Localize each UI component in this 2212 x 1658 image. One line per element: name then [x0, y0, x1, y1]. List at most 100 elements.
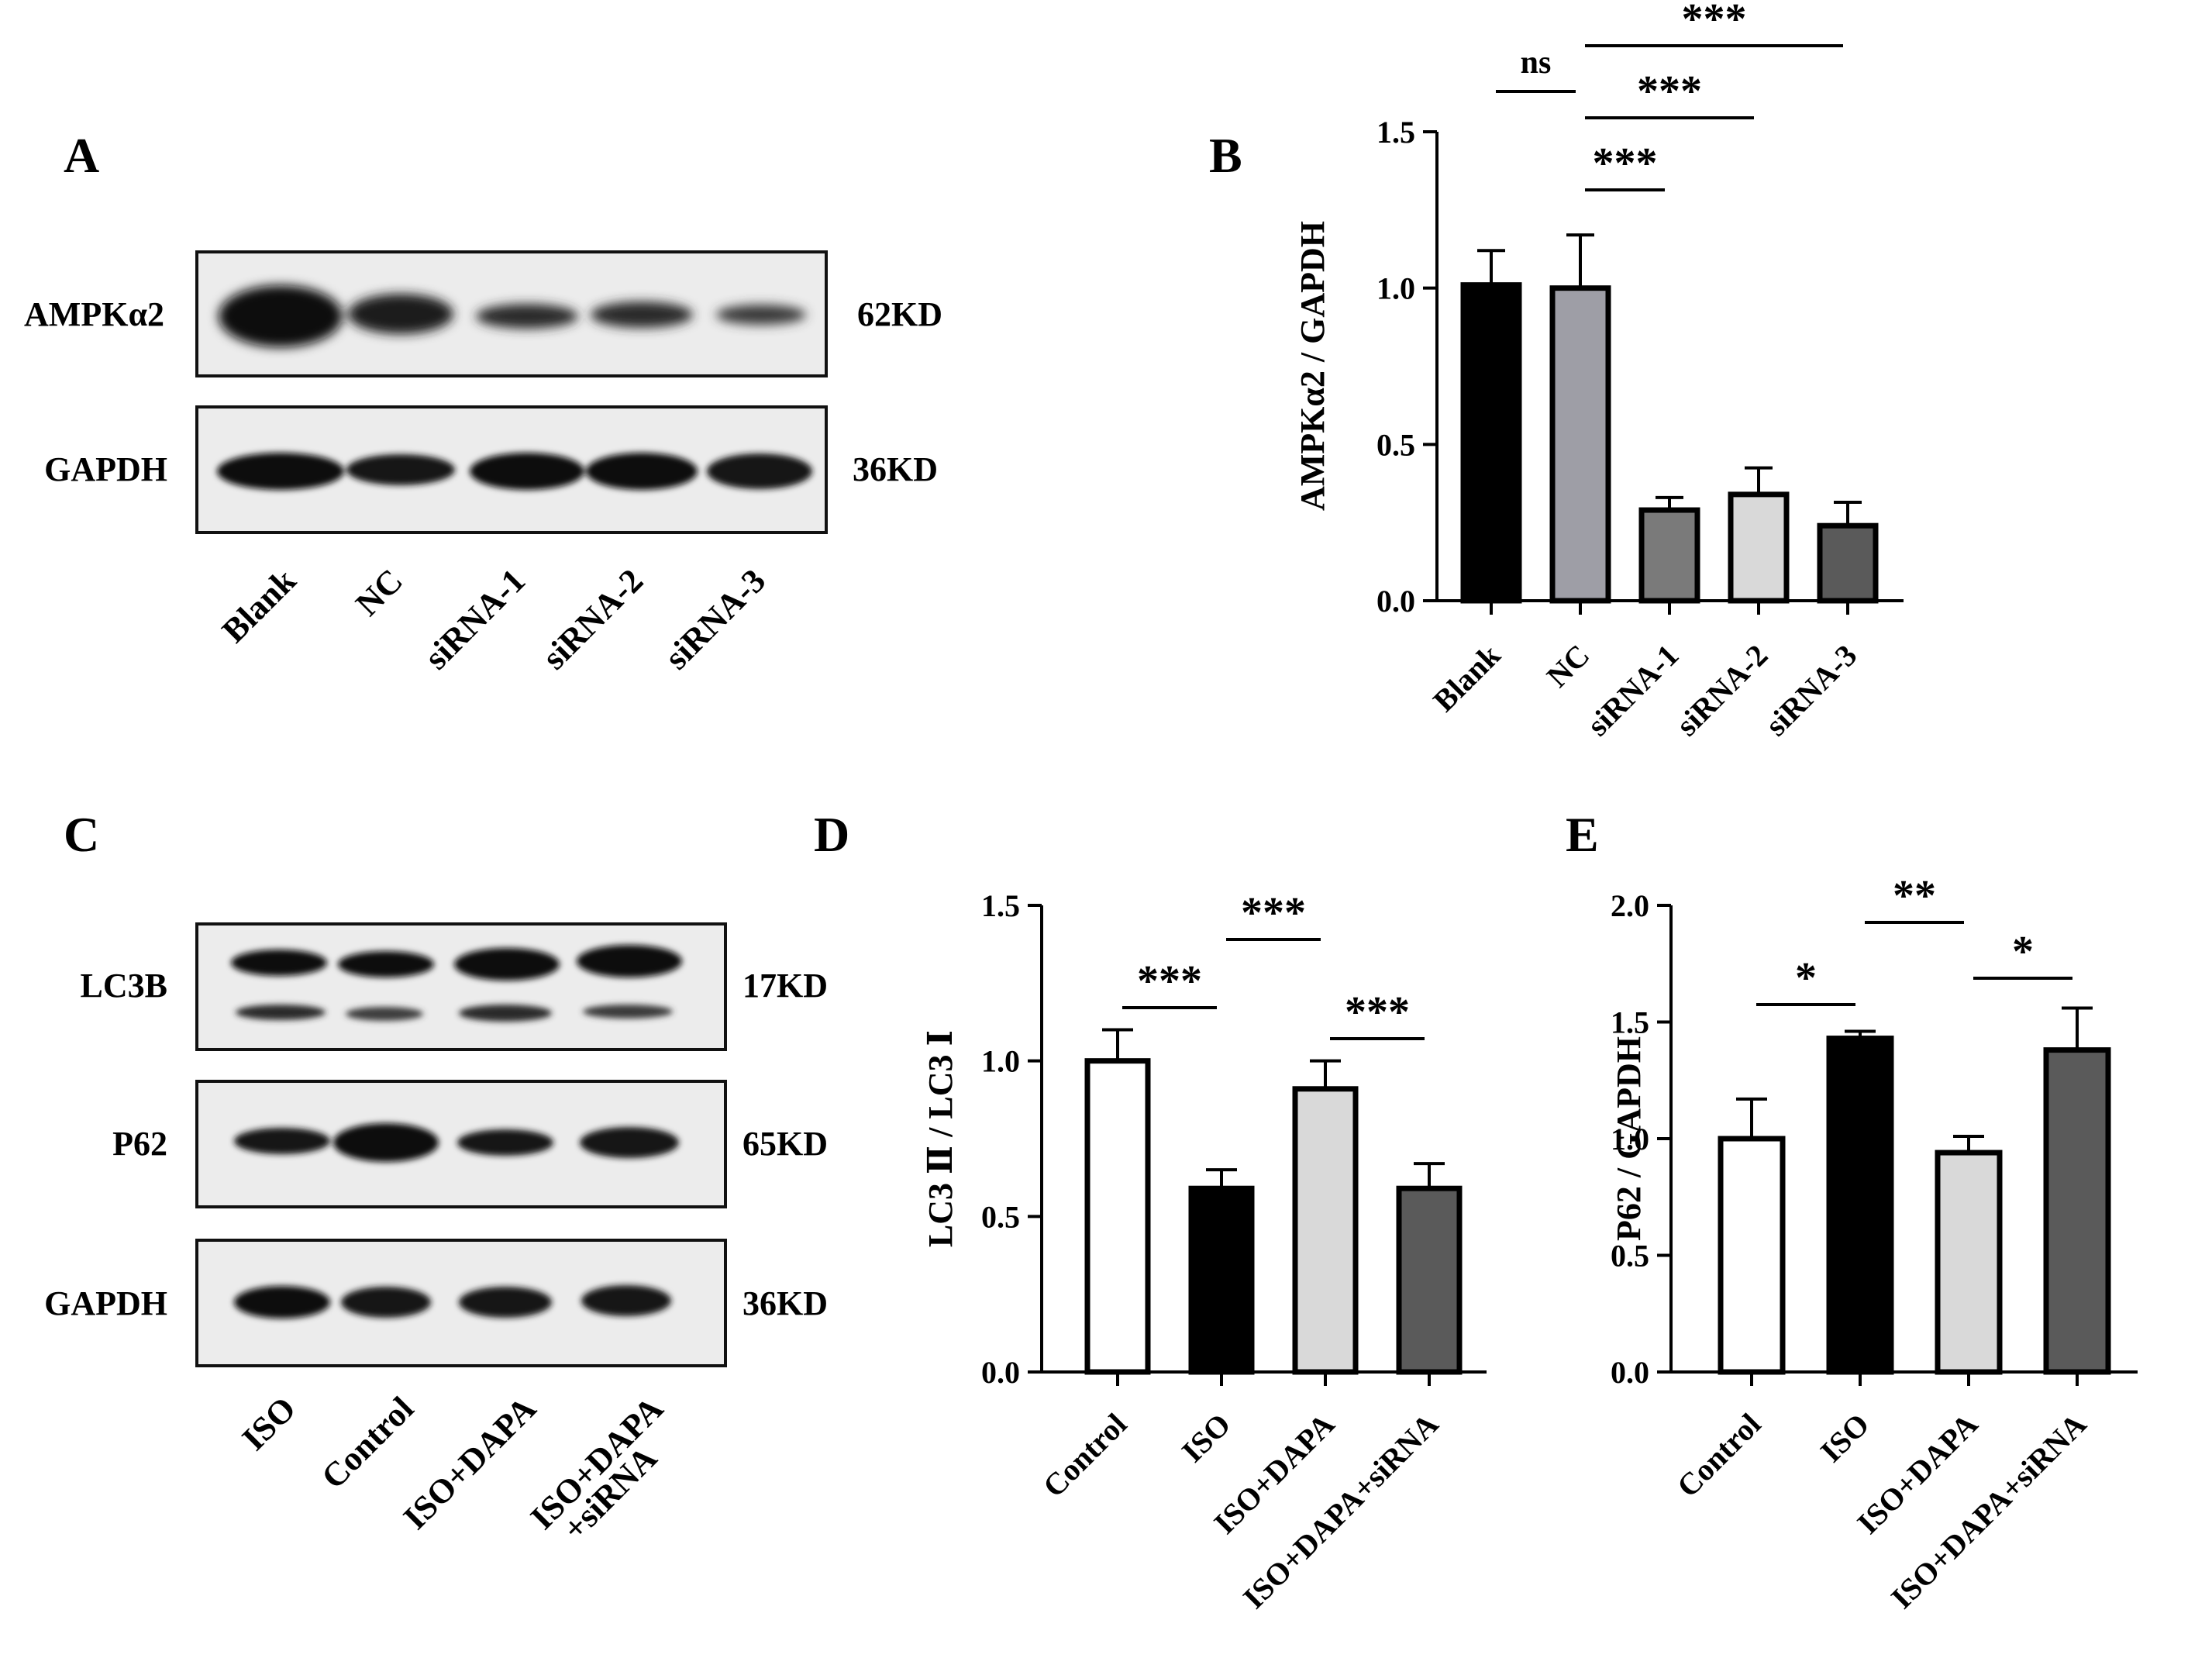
blot-c-band-lc3-ii — [459, 1005, 552, 1022]
bar — [2043, 1047, 2111, 1375]
y-tick-label: 2.0 — [1611, 888, 1649, 923]
blot-a-lane-label: siRNA-2 — [535, 561, 650, 677]
significance-label: ns — [1521, 45, 1552, 81]
significance-label: *** — [1137, 957, 1202, 1005]
blot-c-lane-label: ISO+DAPA — [396, 1389, 543, 1536]
blot-a-lane-label: siRNA-3 — [657, 561, 773, 677]
bar — [1188, 1185, 1255, 1375]
bar — [1718, 1136, 1786, 1375]
x-tick-label: ISO — [1175, 1407, 1238, 1470]
blot-a-membrane-gapdh — [195, 405, 828, 534]
blot-a-band-ampk-sirna3 — [716, 305, 806, 325]
panel-a: A AMPKα2 GAPDH 62KD 36KD — [24, 128, 942, 677]
significance-label: *** — [1345, 988, 1410, 1036]
blot-c-band-p62 — [234, 1128, 330, 1154]
y-tick-label: 0.0 — [981, 1355, 1020, 1390]
blot-c-band-gapdh — [581, 1285, 671, 1316]
blot-a-row-1-size: 62KD — [857, 295, 942, 333]
y-tick-label: 1.5 — [1376, 115, 1415, 150]
bar — [1728, 491, 1790, 604]
blot-a-membrane-ampk — [195, 250, 828, 377]
blot-c-band-lc3-i — [338, 951, 434, 977]
x-tick-label: Blank — [1426, 637, 1507, 719]
bar — [1817, 522, 1879, 604]
blot-a-row-1-label: AMPKα2 — [24, 295, 164, 333]
blot-c-lane-label: Control — [314, 1389, 421, 1496]
y-tick-label: 1.5 — [981, 888, 1020, 923]
blot-c-membrane-gapdh — [195, 1239, 727, 1367]
blot-c-row-2-label: P62 — [112, 1125, 167, 1163]
chart-d: D 0.0 0.5 1.0 1.5 LC3 Ⅱ / LC3 Ⅰ Control ISOISO… — [814, 807, 1487, 1615]
chart-e: E 0.0 0.5 1.0 1.5 2.0 P62 / GAPDH Control ISOIS… — [1566, 807, 2138, 1615]
bar — [1826, 1036, 1894, 1375]
blot-a-band-ampk-blank — [219, 285, 343, 347]
x-tick-label: Control — [1670, 1407, 1768, 1505]
blot-a-lane-label: NC — [348, 561, 410, 623]
blot-c-row-3-size: 36KD — [743, 1284, 828, 1322]
blot-a-band-gapdh-sirna1 — [470, 453, 584, 490]
y-tick-label: 0.5 — [1376, 427, 1415, 462]
significance-label: *** — [1593, 140, 1658, 188]
bar — [1084, 1058, 1151, 1375]
significance-label: ** — [1893, 872, 1936, 920]
blot-c-band-lc3-i — [231, 950, 327, 976]
blot-a-lane-label: siRNA-1 — [417, 561, 532, 677]
panel-e-letter: E — [1566, 807, 1599, 862]
y-tick-label: 0.5 — [981, 1199, 1020, 1234]
blot-c-band-lc3-ii — [583, 1005, 673, 1019]
y-axis-title: AMPKα2 / GAPDH — [1294, 221, 1332, 511]
panel-b-letter: B — [1209, 128, 1242, 183]
y-tick-label: 1.0 — [1376, 271, 1415, 306]
blot-c-membrane-p62 — [195, 1080, 727, 1208]
blot-c-band-lc3-ii — [346, 1007, 423, 1021]
x-tick-label: ISO+DAPA+siRNA — [1884, 1406, 2093, 1615]
blot-c-row-1-size: 17KD — [743, 967, 828, 1005]
y-axis-title: LC3 Ⅱ / LC3 Ⅰ — [922, 1030, 960, 1247]
blot-a-band-gapdh-sirna2 — [586, 453, 698, 490]
panel-a-letter: A — [64, 128, 99, 183]
blot-a-band-ampk-sirna2 — [591, 302, 693, 328]
bar — [1460, 282, 1522, 604]
y-tick-label: 1.0 — [981, 1044, 1020, 1079]
bar — [1638, 507, 1700, 604]
blot-a-band-gapdh-nc — [346, 454, 455, 485]
blot-c-band-gapdh — [341, 1287, 431, 1318]
blot-c-band-lc3-ii — [236, 1005, 326, 1020]
x-tick-label: siRNA-2 — [1669, 638, 1775, 743]
blot-c-band-lc3-i — [577, 945, 682, 977]
significance-label: * — [2012, 928, 2034, 976]
blot-c-band-p62 — [333, 1123, 439, 1162]
x-tick-label: NC — [1540, 638, 1597, 695]
blot-c-band-p62 — [580, 1127, 679, 1158]
blot-c-row-3-label: GAPDH — [44, 1284, 167, 1322]
blot-c-band-gapdh — [459, 1287, 552, 1318]
blot-c-band-p62 — [457, 1129, 553, 1156]
significance-label: *** — [1682, 0, 1747, 43]
blot-c-lane-label: ISO — [235, 1389, 303, 1457]
blot-a-band-gapdh-blank — [217, 453, 344, 490]
y-tick-label: 0.0 — [1376, 584, 1415, 619]
x-tick-label: ISO — [1814, 1407, 1876, 1470]
bar — [1935, 1150, 2003, 1375]
blot-a-row-2-size: 36KD — [853, 450, 938, 488]
blot-a-band-ampk-sirna1 — [476, 304, 578, 329]
significance-label: *** — [1241, 889, 1306, 937]
blot-a-lane-label: Blank — [215, 561, 304, 650]
panel-d-letter: D — [814, 807, 849, 862]
x-tick-label: Control — [1036, 1407, 1134, 1505]
blot-a-band-ampk-nc — [348, 294, 453, 334]
significance-label: *** — [1637, 67, 1702, 115]
y-axis-title: P62 / GAPDH — [1610, 1036, 1648, 1241]
y-tick-label: 0.0 — [1611, 1355, 1649, 1390]
blot-c-band-gapdh — [234, 1286, 330, 1318]
blot-c-band-lc3-i — [454, 948, 560, 981]
y-tick-label: 1.5 — [1611, 1005, 1649, 1040]
blot-c-row-2-size: 65KD — [743, 1125, 828, 1163]
significance-label: * — [1795, 954, 1817, 1002]
y-tick-label: 0.5 — [1611, 1239, 1649, 1274]
bar — [1292, 1086, 1359, 1375]
blot-a-row-2-label: GAPDH — [44, 450, 167, 488]
x-tick-label: siRNA-1 — [1580, 638, 1686, 743]
